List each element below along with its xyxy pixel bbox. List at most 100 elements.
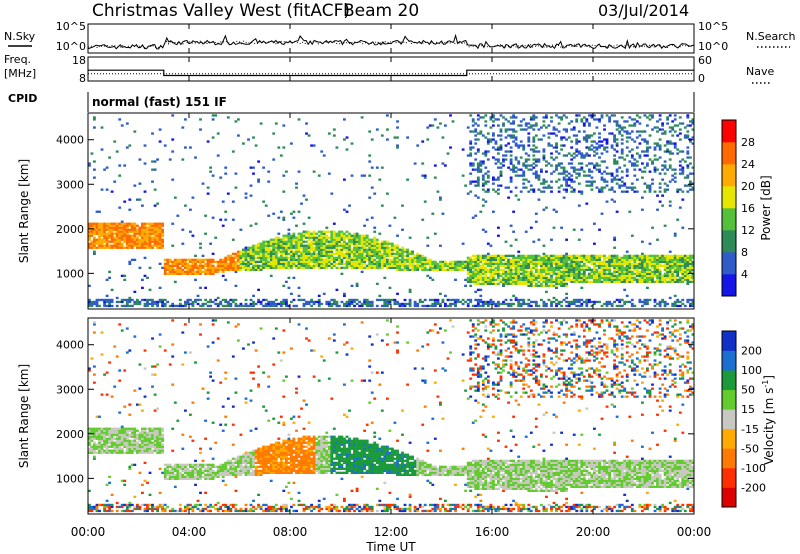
power-cell xyxy=(151,180,154,183)
power-cell xyxy=(625,264,629,267)
power-cell xyxy=(580,120,584,123)
power-cell xyxy=(312,300,316,304)
power-cell xyxy=(504,240,508,243)
power-cell xyxy=(353,252,356,255)
power-cell xyxy=(274,250,278,253)
power-cell xyxy=(474,270,478,273)
power-cell xyxy=(191,258,195,261)
power-cell xyxy=(345,210,349,213)
power-cell xyxy=(653,158,657,161)
power-cell xyxy=(386,258,389,261)
power-cell xyxy=(588,114,591,117)
power-cell xyxy=(368,266,372,269)
power-cell xyxy=(184,270,187,273)
power-cell xyxy=(683,258,687,261)
power-cell xyxy=(110,288,114,291)
power-cell xyxy=(565,292,569,295)
power-cell xyxy=(141,238,144,241)
power-cell xyxy=(509,122,513,125)
power-cell xyxy=(423,266,427,269)
power-cell xyxy=(537,284,541,287)
power-cell xyxy=(345,234,349,237)
power-cell xyxy=(211,272,215,275)
power-cell xyxy=(446,152,450,155)
power-cell xyxy=(555,210,558,213)
power-cell xyxy=(295,242,298,245)
power-cell xyxy=(565,190,569,193)
power-cell xyxy=(282,256,286,259)
power-cell xyxy=(547,256,551,259)
power-cell xyxy=(411,256,415,259)
power-cell xyxy=(648,114,652,117)
power-cell xyxy=(484,276,488,279)
power-cell xyxy=(168,304,172,308)
power-cell xyxy=(590,300,594,304)
power-cell xyxy=(234,268,238,271)
power-cell xyxy=(403,250,407,253)
power-cell xyxy=(514,266,518,269)
power-cell xyxy=(661,254,665,257)
power-cell xyxy=(643,266,647,269)
power-cell xyxy=(663,278,667,281)
power-cell xyxy=(492,302,495,306)
power-cell xyxy=(542,280,546,283)
power-cell xyxy=(540,168,543,171)
power-cell xyxy=(605,300,609,304)
power-cell xyxy=(285,234,288,237)
power-cell xyxy=(598,228,601,231)
power-cell xyxy=(580,118,584,121)
power-cell xyxy=(386,298,389,302)
power-cell xyxy=(330,258,334,261)
power-cell xyxy=(277,242,281,245)
power-cell xyxy=(327,236,331,239)
power-cell xyxy=(486,304,490,308)
power-cell xyxy=(514,274,518,277)
power-cell xyxy=(242,142,245,145)
power-cell xyxy=(658,300,662,304)
power-cell xyxy=(158,244,162,247)
power-cell xyxy=(388,260,392,263)
power-cell xyxy=(454,304,457,308)
power-cell xyxy=(620,184,624,187)
power-cell xyxy=(302,236,306,239)
power-cell xyxy=(441,266,445,269)
power-cell xyxy=(343,232,346,235)
power-cell xyxy=(560,270,564,273)
power-cell xyxy=(502,270,505,273)
power-cell xyxy=(158,300,162,304)
power-cell xyxy=(327,254,331,257)
power-cell xyxy=(683,262,687,265)
power-cell xyxy=(507,282,511,285)
velocity-cell xyxy=(103,427,107,430)
power-cell xyxy=(209,258,213,261)
power-cell xyxy=(545,284,548,287)
power-cell xyxy=(641,278,644,281)
power-cell xyxy=(618,186,622,189)
power-cell xyxy=(567,262,571,265)
power-cell xyxy=(653,256,657,259)
power-cell xyxy=(93,250,96,253)
power-cell xyxy=(648,146,652,149)
power-cell xyxy=(421,258,425,261)
power-cell xyxy=(249,246,253,249)
power-cell xyxy=(661,278,665,281)
power-cell xyxy=(545,290,548,293)
power-cell xyxy=(593,256,596,259)
power-cell xyxy=(120,236,124,239)
power-cell xyxy=(173,280,177,283)
power-cell xyxy=(464,260,468,263)
power-cell xyxy=(656,268,659,271)
power-cell xyxy=(590,144,594,147)
power-cell xyxy=(148,238,152,241)
power-cell xyxy=(545,160,548,163)
power-cell xyxy=(663,268,667,271)
power-cell xyxy=(166,262,170,265)
power-cell xyxy=(486,252,490,255)
power-cell xyxy=(517,264,521,267)
power-cell xyxy=(673,142,677,145)
power-cell xyxy=(118,164,122,167)
power-cell xyxy=(307,216,311,219)
power-cell xyxy=(529,148,533,151)
power-cell xyxy=(136,230,139,233)
power-cell xyxy=(388,262,392,265)
